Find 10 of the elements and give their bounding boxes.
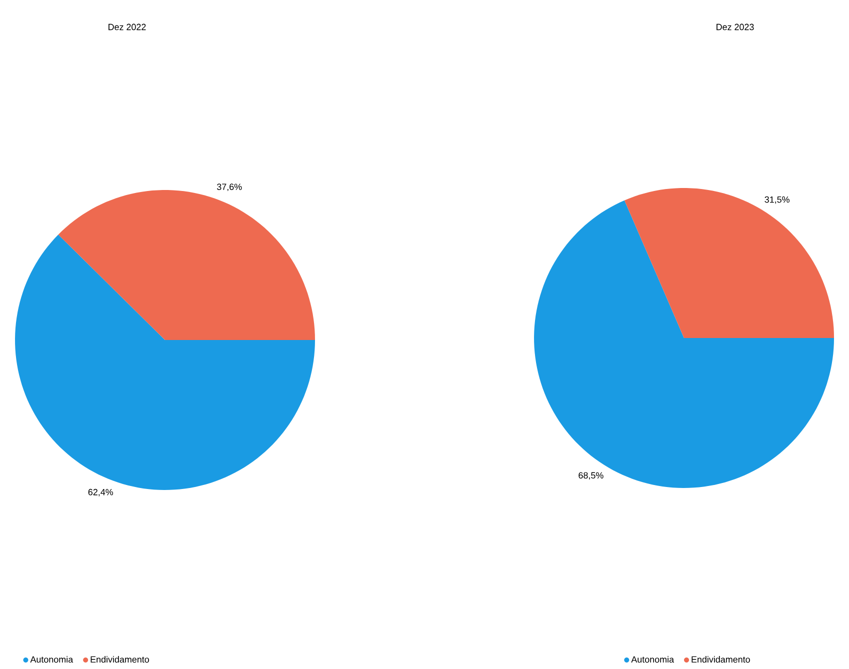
- legend-label: Endividamento: [90, 656, 149, 663]
- chart-title: Dez 2023: [716, 24, 754, 30]
- data-label: 62,4%: [88, 488, 114, 496]
- chart-title: Dez 2022: [108, 24, 146, 30]
- legend-label: Autonomia: [631, 656, 674, 663]
- legend-label: Autonomia: [30, 656, 74, 663]
- data-label: 37,6%: [217, 184, 242, 192]
- data-label: 68,5%: [578, 472, 604, 480]
- data-label: 31,5%: [764, 196, 790, 204]
- legend-label: Endividamento: [692, 656, 750, 663]
